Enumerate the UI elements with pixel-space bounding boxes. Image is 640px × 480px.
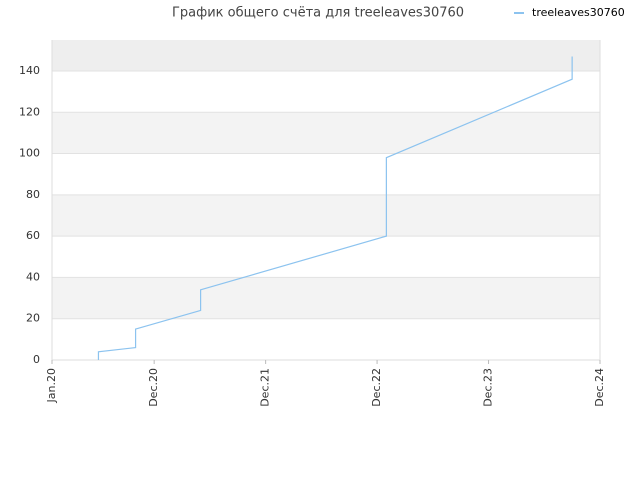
- legend-label: treeleaves30760: [532, 6, 625, 19]
- grid-band: [52, 112, 600, 154]
- series-line: [97, 56, 573, 360]
- grid-band: [52, 40, 600, 71]
- grid-band: [52, 194, 600, 237]
- y-tick-label: 140: [19, 64, 40, 77]
- x-tick-label: Dec.21: [259, 368, 272, 407]
- chart-title: График общего счёта для treeleaves30760: [172, 6, 464, 21]
- x-tick-label: Dec.24: [593, 368, 606, 407]
- x-tick-label: Dec.23: [482, 368, 495, 407]
- grid-band: [52, 277, 600, 319]
- y-tick-label: 60: [26, 229, 40, 242]
- y-tick-label: 0: [33, 353, 40, 366]
- x-tick-label: Jan.20: [45, 368, 58, 403]
- y-tick-label: 80: [26, 188, 40, 201]
- x-tick-label: Dec.20: [147, 368, 160, 407]
- x-tick-label: Dec.22: [370, 368, 383, 407]
- y-tick-label: 20: [26, 312, 40, 325]
- y-tick-label: 40: [26, 270, 40, 283]
- y-tick-label: 120: [19, 105, 40, 118]
- y-tick-label: 100: [19, 147, 40, 160]
